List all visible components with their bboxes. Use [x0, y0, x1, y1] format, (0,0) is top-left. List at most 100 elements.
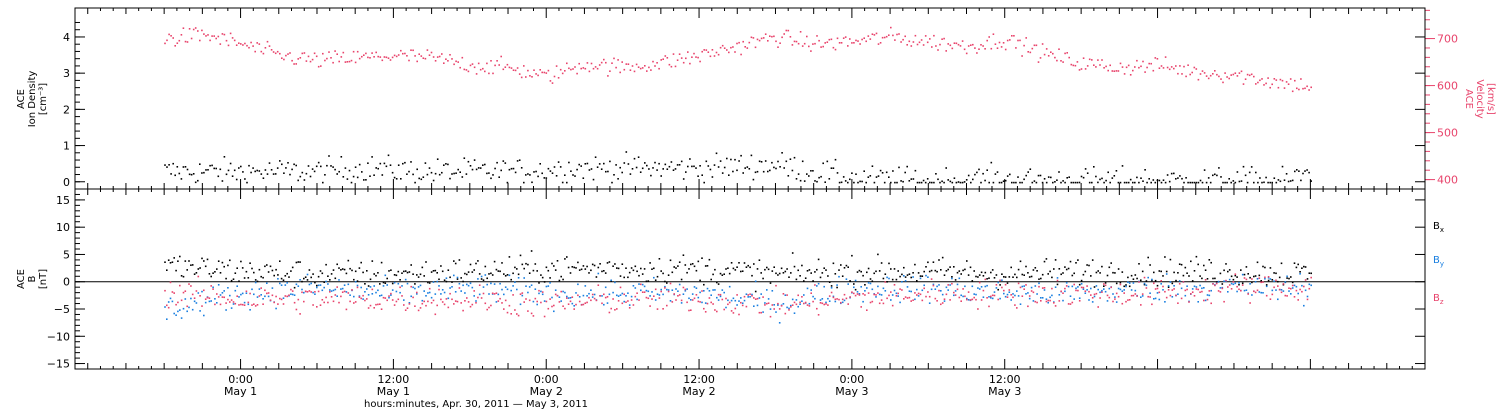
- top-series-1-point: [648, 66, 650, 69]
- top-series-0-point: [309, 175, 312, 178]
- bottom-series-1-point: [330, 290, 333, 292]
- top-series-1-point: [457, 61, 459, 63]
- bottom-series-0-point: [199, 267, 201, 269]
- bottom-series-0-point: [232, 278, 235, 280]
- bottom-series-2-point: [345, 308, 348, 311]
- bottom-series-0-point: [558, 279, 561, 282]
- top-series-1-point: [377, 55, 379, 58]
- top-series-0-point: [393, 176, 396, 179]
- top-series-0-point: [1218, 167, 1220, 169]
- bottom-series-0-point: [1034, 267, 1037, 269]
- bottom-series-1-point: [488, 293, 490, 295]
- bottom-series-2-point: [229, 301, 231, 303]
- bottom-series-0-point: [699, 279, 701, 282]
- top-series-0-point: [1183, 181, 1185, 184]
- bottom-series-1-point: [1208, 294, 1211, 297]
- top-series-0-point: [578, 163, 580, 166]
- bottom-series-1-point: [641, 283, 644, 286]
- bottom-series-1-point: [1108, 287, 1111, 290]
- bottom-series-2-point: [280, 298, 283, 301]
- bottom-series-2-point: [1093, 293, 1096, 296]
- bottom-series-2-point: [714, 309, 716, 311]
- top-series-1-point: [192, 28, 195, 31]
- bottom-series-2-point: [475, 302, 477, 304]
- bottom-series-0-point: [871, 280, 874, 282]
- top-series-0-point: [1289, 180, 1292, 182]
- bottom-series-0-point: [838, 269, 840, 271]
- bottom-series-2-point: [1154, 288, 1157, 290]
- bottom-series-2-point: [428, 287, 431, 290]
- bottom-series-2-point: [825, 303, 827, 305]
- bottom-series-0-point: [338, 267, 340, 269]
- bottom-series-1-point: [1062, 299, 1064, 302]
- top-series-1-point: [1086, 65, 1089, 67]
- top-series-0-point: [293, 163, 295, 166]
- top-series-0-point: [717, 166, 720, 168]
- top-series-1-point: [791, 44, 794, 46]
- bottom-series-2-point: [467, 301, 470, 303]
- top-series-1-point: [682, 61, 685, 64]
- top-series-0-point: [945, 167, 947, 169]
- bottom-series-0-point: [875, 270, 877, 273]
- bottom-series-2-point: [719, 293, 722, 296]
- top-series-1-point: [935, 45, 937, 47]
- top-series-0-point: [445, 163, 447, 165]
- top-series-0-point: [1029, 168, 1032, 170]
- bottom-series-1-point: [384, 274, 387, 277]
- bottom-series-0-point: [812, 280, 814, 282]
- bottom-frame: [74, 188, 1426, 370]
- top-series-0-point: [225, 173, 228, 176]
- bottom-series-0-point: [1121, 271, 1124, 273]
- bottom-series-2-point: [758, 311, 761, 314]
- bottom-series-0-point: [586, 265, 588, 268]
- bottom-series-0-point: [490, 272, 492, 275]
- bottom-series-1-point: [1206, 294, 1209, 296]
- bottom-series-1-point: [1125, 285, 1127, 288]
- top-series-1-point: [1148, 62, 1150, 65]
- top-series-1-point: [276, 50, 279, 53]
- bottom-series-1-point: [1149, 292, 1151, 294]
- bottom-series-1-point: [1049, 296, 1051, 299]
- top-series-0-point: [1050, 176, 1052, 179]
- top-series-0-point: [970, 181, 972, 184]
- top-series-0-point: [358, 163, 361, 166]
- top-series-0-point: [436, 158, 439, 160]
- bottom-series-1-point: [756, 304, 759, 307]
- bottom-series-0-point: [675, 267, 677, 269]
- top-series-1-point: [502, 68, 505, 71]
- bottom-series-2-point: [447, 306, 450, 309]
- bottom-series-0-point: [947, 268, 949, 271]
- bottom-series-1-point: [484, 274, 487, 276]
- bottom-series-1-point: [175, 314, 177, 316]
- top-series-1-point: [937, 49, 939, 51]
- top-series-0-point: [664, 163, 667, 166]
- bottom-series-2-point: [1212, 283, 1214, 285]
- top-series-1-point: [1103, 67, 1105, 69]
- bottom-series-1-point: [730, 299, 733, 302]
- bottom-series-2-point: [925, 295, 927, 298]
- top-series-1-point: [529, 75, 531, 77]
- top-series-0-point: [1062, 180, 1064, 182]
- top-series-1-point: [990, 47, 993, 50]
- bottom-series-2-point: [814, 284, 816, 286]
- bottom-series-2-point: [751, 295, 753, 297]
- bottom-series-1-point: [901, 281, 903, 283]
- top-series-0-point: [1004, 179, 1007, 182]
- bottom-left-tick-label: 10: [56, 221, 70, 234]
- bottom-series-2-point: [1041, 287, 1044, 289]
- bottom-series-2-point: [264, 289, 266, 292]
- bottom-left-tick-label: 15: [56, 194, 70, 207]
- bottom-series-1-point: [251, 288, 253, 291]
- top-series-1-point: [268, 45, 271, 47]
- bottom-series-1-point: [1230, 282, 1233, 285]
- bottom-series-2-point: [1075, 289, 1077, 292]
- top-series-1-point: [215, 37, 217, 40]
- top-series-1-point: [586, 62, 589, 64]
- top-series-1-point: [779, 42, 781, 44]
- top-series-1-point: [465, 69, 468, 71]
- bottom-series-1-point: [299, 279, 301, 281]
- top-series-1-point: [738, 41, 740, 44]
- bottom-series-0-point: [1299, 271, 1301, 273]
- bottom-series-0-point: [379, 283, 381, 285]
- bottom-series-2-point: [938, 289, 940, 292]
